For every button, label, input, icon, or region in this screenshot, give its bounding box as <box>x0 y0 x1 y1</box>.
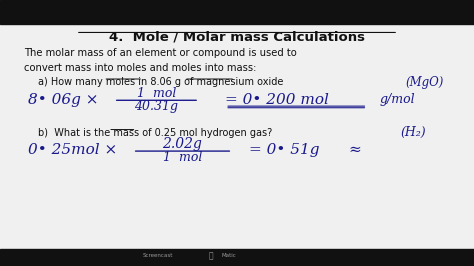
Text: (MgO): (MgO) <box>405 76 444 89</box>
Text: The molar mass of an element or compound is used to: The molar mass of an element or compound… <box>24 48 296 58</box>
Text: ⒪: ⒪ <box>209 251 213 260</box>
Text: 8• 06g ×: 8• 06g × <box>28 93 99 107</box>
Text: = 0• 51g: = 0• 51g <box>249 143 319 157</box>
Text: convert mass into moles and moles into mass:: convert mass into moles and moles into m… <box>24 63 256 73</box>
Text: 2.02g: 2.02g <box>163 137 202 151</box>
Text: = 0• 200 mol: = 0• 200 mol <box>225 93 329 107</box>
Text: 40.31g: 40.31g <box>135 100 178 113</box>
Text: 1  mol: 1 mol <box>137 87 176 100</box>
Text: 1  mol: 1 mol <box>163 151 202 164</box>
Text: a) How many moles in 8.06 g of magnesium oxide: a) How many moles in 8.06 g of magnesium… <box>38 77 283 87</box>
Text: 4.  Mole / Molar mass Calculations: 4. Mole / Molar mass Calculations <box>109 31 365 44</box>
Text: ≈: ≈ <box>348 143 361 157</box>
Text: Matic: Matic <box>222 253 237 258</box>
Text: 0• 25mol ×: 0• 25mol × <box>28 143 118 157</box>
Bar <box>0 249 474 266</box>
Text: (H₂): (H₂) <box>401 126 426 139</box>
Text: Screencast: Screencast <box>142 253 173 258</box>
Text: g/mol: g/mol <box>379 93 415 106</box>
Bar <box>0 0 474 24</box>
Text: b)  What is the mass of 0.25 mol hydrogen gas?: b) What is the mass of 0.25 mol hydrogen… <box>38 128 272 138</box>
